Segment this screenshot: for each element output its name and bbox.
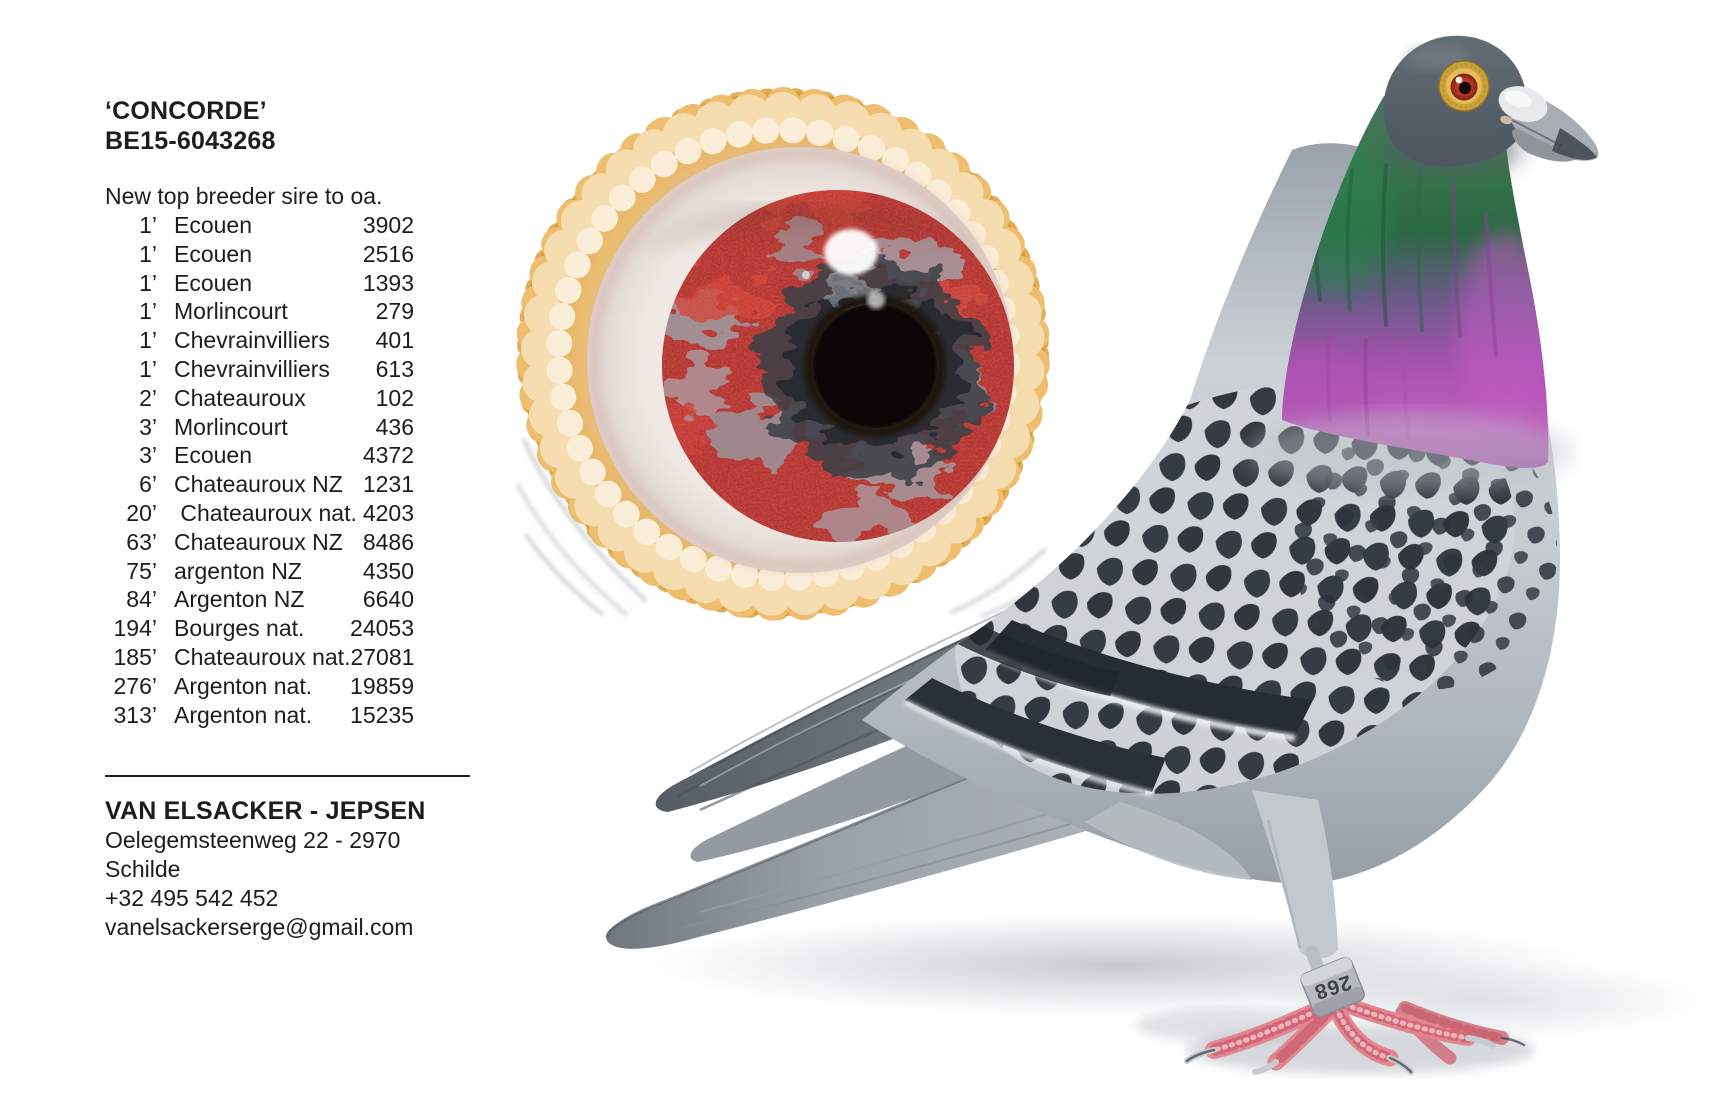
pigeon-beak xyxy=(1498,86,1599,162)
result-row: 1’ Chevrainvilliers 613 xyxy=(105,355,414,384)
pigeon-name: ‘CONCORDE’ xyxy=(105,97,267,125)
result-total: 4350 xyxy=(362,557,414,584)
result-race: Argenton nat. xyxy=(174,672,313,699)
result-race: Ecouen xyxy=(174,212,253,238)
result-place: 1’ xyxy=(139,212,157,238)
result-place: 1’ xyxy=(139,240,157,267)
result-place: 194’ xyxy=(113,615,157,642)
result-race: Argenton NZ xyxy=(174,586,305,613)
result-row: 1’ Ecouen 1393 xyxy=(105,269,414,298)
result-place: 6’ xyxy=(139,471,157,498)
result-total: 436 xyxy=(375,413,414,440)
info-panel: ‘CONCORDE’ BE15-6043268 New top breeder … xyxy=(105,96,470,942)
result-place: 1’ xyxy=(139,327,157,354)
result-race: Chevrainvilliers xyxy=(174,327,330,354)
result-row: 1’ Chevrainvilliers 401 xyxy=(105,326,414,355)
pigeon-wing-bars xyxy=(903,618,1313,797)
result-race: Argenton nat. xyxy=(174,701,313,728)
result-row: 1’ Morlincourt 279 xyxy=(105,297,414,326)
ring-number: BE15-6043268 xyxy=(105,127,276,155)
result-race: Ecouen xyxy=(174,240,253,267)
result-total: 8486 xyxy=(362,528,414,555)
result-row: 6’ Chateauroux NZ 1231 xyxy=(105,470,414,499)
breeder-address: Oelegemsteenweg 22 - 2970 Schilde xyxy=(105,827,401,883)
result-total: 24053 xyxy=(350,615,414,642)
result-race: Chateauroux xyxy=(174,384,306,411)
results-list: 1’ Ecouen 3902 1’ Ecouen 2516 1’ Ecouen … xyxy=(105,211,415,730)
breeder-phone: +32 495 542 452 xyxy=(105,884,279,911)
result-row: 20’ Chateauroux nat. 4203 xyxy=(105,499,414,528)
result-total: 27081 xyxy=(350,643,415,670)
result-race: Ecouen xyxy=(174,442,253,469)
result-race: Morlincourt xyxy=(174,413,288,440)
result-place: 185’ xyxy=(113,643,157,670)
beak-wattle xyxy=(1500,115,1512,125)
eye-upper-lid-shade xyxy=(640,205,990,250)
result-place: 75’ xyxy=(126,557,157,584)
leg-ring: 268 xyxy=(1300,956,1365,1018)
result-row: 1’ Ecouen 2516 xyxy=(105,240,414,269)
result-total: 19859 xyxy=(350,672,414,699)
result-row: 3’ Ecouen 4372 xyxy=(105,441,414,470)
result-total: 1393 xyxy=(362,269,414,296)
result-row: 3’ Morlincourt 436 xyxy=(105,413,414,442)
results-intro: New top breeder sire to oa. xyxy=(105,183,383,209)
eye-photo xyxy=(516,87,1050,621)
result-total: 613 xyxy=(375,355,414,382)
result-row: 2’ Chateauroux 102 xyxy=(105,384,414,413)
result-race: Ecouen xyxy=(174,269,253,296)
result-race: Chateauroux NZ xyxy=(174,528,343,555)
result-row: 1’ Ecouen 3902 xyxy=(105,211,414,240)
result-total: 401 xyxy=(375,327,414,354)
result-place: 1’ xyxy=(139,298,157,325)
divider-line xyxy=(105,775,470,778)
breeder-name: VAN ELSACKER - JEPSEN xyxy=(105,797,426,826)
result-place: 313’ xyxy=(113,701,157,728)
eye-pupil xyxy=(813,304,937,428)
result-row: 194’ Bourges nat. 24053 xyxy=(105,614,414,643)
eye-highlight xyxy=(824,229,878,275)
result-race: argenton NZ xyxy=(174,557,302,584)
result-row: 276’ Argenton nat. 19859 xyxy=(105,672,414,701)
result-row: 63’ Chateauroux NZ 8486 xyxy=(105,528,414,557)
result-total: 1231 xyxy=(362,471,414,498)
pigeon-eye xyxy=(1438,60,1490,112)
result-total: 4372 xyxy=(362,442,414,469)
result-place: 276’ xyxy=(113,672,157,699)
result-place: 20’ xyxy=(126,499,157,526)
result-race: Morlincourt xyxy=(174,298,288,325)
leg-feathers xyxy=(1252,790,1338,959)
result-race: Chevrainvilliers xyxy=(174,355,330,382)
result-row: 75’ argenton NZ 4350 xyxy=(105,557,414,586)
result-total: 15235 xyxy=(350,701,414,728)
result-race: Bourges nat. xyxy=(174,615,305,642)
result-total: 6640 xyxy=(362,586,414,613)
result-total: 3902 xyxy=(362,212,414,238)
result-race: Chateauroux NZ xyxy=(174,471,343,498)
result-total: 102 xyxy=(375,384,414,411)
result-place: 3’ xyxy=(139,442,157,469)
result-row: 313’ Argenton nat. 15235 xyxy=(105,701,414,730)
pigeon-legs: 268 xyxy=(1184,790,1526,1075)
result-place: 2’ xyxy=(139,384,157,411)
result-race: Chateauroux nat. xyxy=(174,643,351,670)
result-row: 84’ Argenton NZ 6640 xyxy=(105,585,414,614)
result-total: 4203 xyxy=(362,499,414,526)
result-place: 1’ xyxy=(139,269,157,296)
result-total: 2516 xyxy=(362,240,414,267)
result-place: 84’ xyxy=(126,586,157,613)
result-total: 279 xyxy=(375,298,414,325)
result-place: 3’ xyxy=(139,413,157,440)
result-row: 185’ Chateauroux nat. 27081 xyxy=(105,643,415,672)
result-place: 1’ xyxy=(139,355,157,382)
breeder-email: vanelsackerserge@gmail.com xyxy=(105,913,414,940)
result-place: 63’ xyxy=(126,528,157,555)
result-race: Chateauroux nat. xyxy=(174,499,357,526)
